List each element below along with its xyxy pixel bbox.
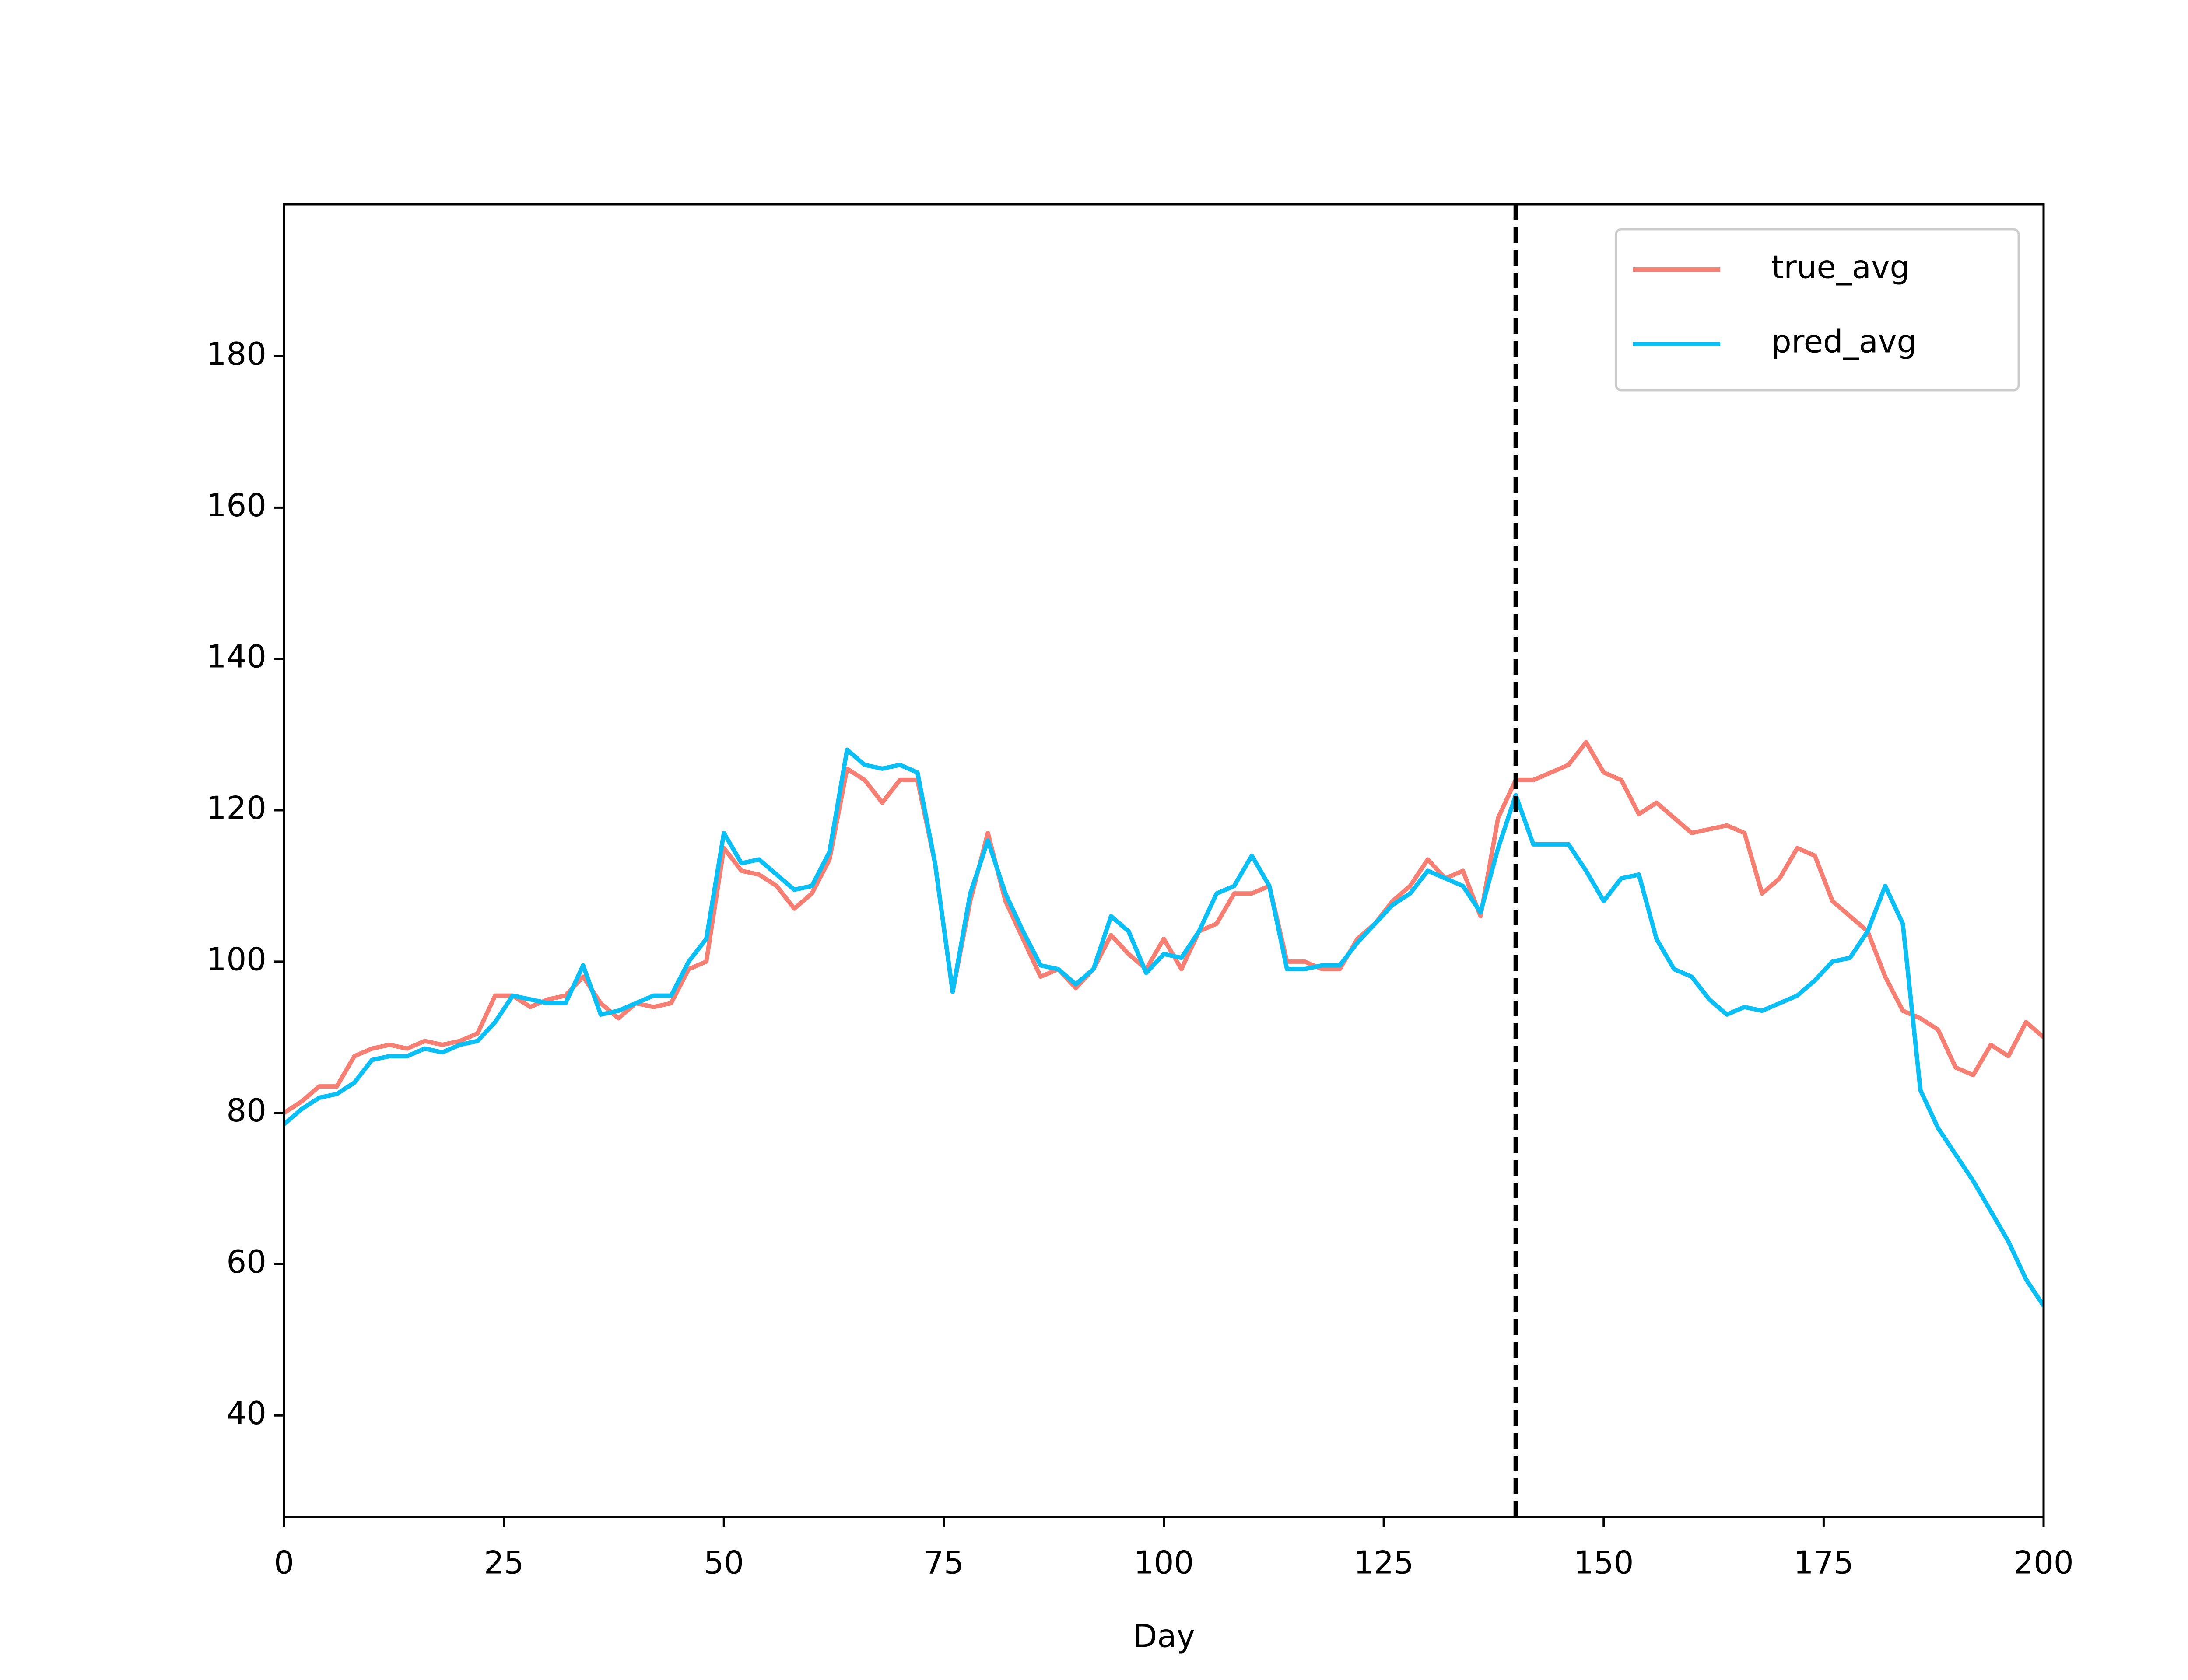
x-tick-label: 200 xyxy=(2013,1544,2073,1581)
y-tick-label: 40 xyxy=(226,1395,266,1432)
x-tick-label: 0 xyxy=(274,1544,294,1581)
plot-frame xyxy=(283,203,2045,1518)
y-tick-label: 60 xyxy=(226,1243,266,1280)
x-tick-label: 25 xyxy=(484,1544,524,1581)
x-tick-label: 75 xyxy=(924,1544,964,1581)
x-tick-label: 50 xyxy=(704,1544,744,1581)
x-tick-label: 125 xyxy=(1353,1544,1413,1581)
x-tick-label: 150 xyxy=(1574,1544,1634,1581)
y-tick-label: 160 xyxy=(207,487,266,524)
x-tick-label: 100 xyxy=(1134,1544,1194,1581)
y-tick-label: 100 xyxy=(207,941,266,977)
y-tick-label: 80 xyxy=(226,1092,266,1129)
legend-label: true_avg xyxy=(1771,249,1910,286)
y-tick-label: 180 xyxy=(207,336,266,372)
legend-label: pred_avg xyxy=(1771,323,1917,360)
y-tick-label: 140 xyxy=(207,638,266,675)
data-line xyxy=(284,747,2044,1307)
x-axis-label: Day xyxy=(1133,1618,1195,1655)
y-tick-label: 120 xyxy=(207,790,266,826)
x-tick-label: 175 xyxy=(1794,1544,1854,1581)
